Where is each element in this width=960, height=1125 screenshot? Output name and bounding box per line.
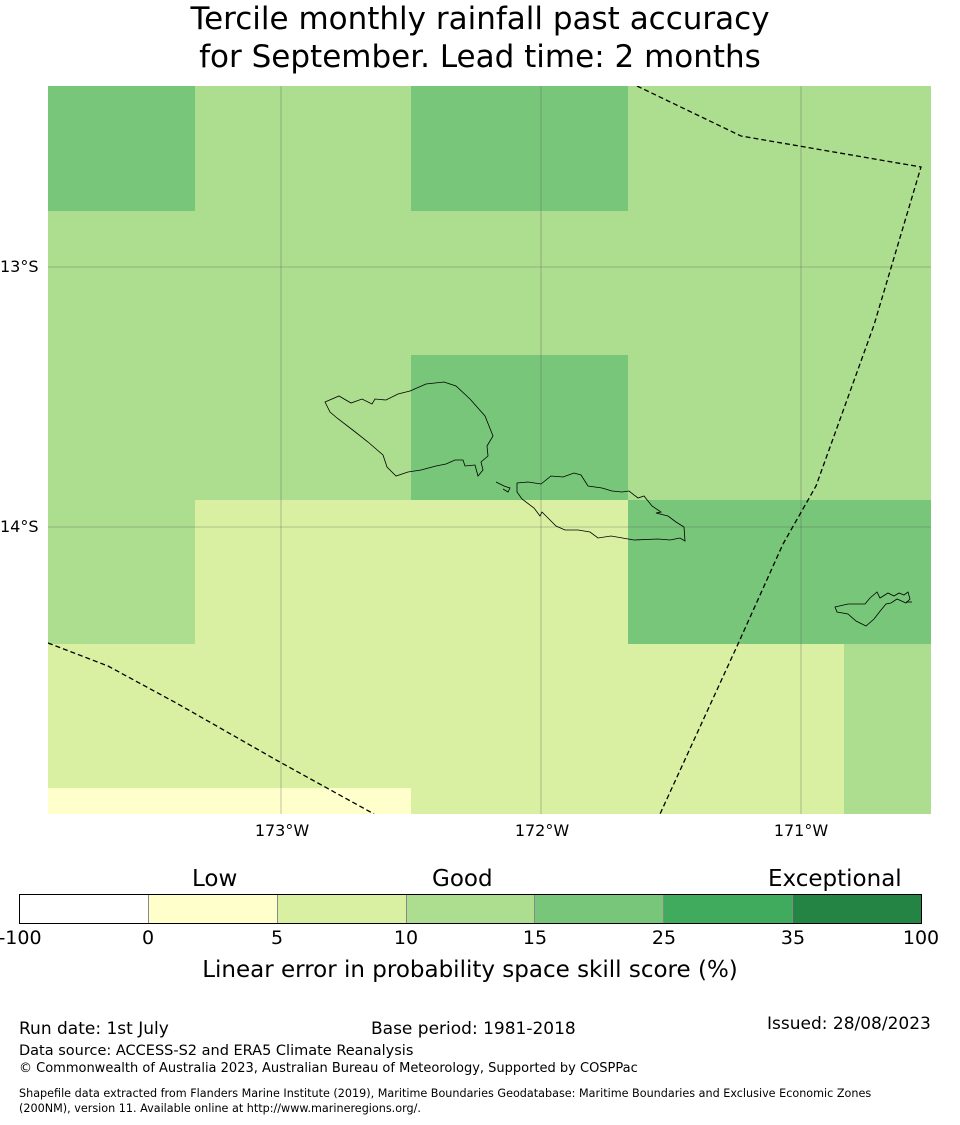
colorbar-segment <box>535 895 665 923</box>
colorbar <box>19 894 922 924</box>
colorbar-tick: 25 <box>651 927 677 949</box>
eez-boundary <box>48 642 375 814</box>
lat-label-13s: 13°S <box>0 257 39 276</box>
colorbar-tick: 0 <box>141 927 155 949</box>
category-exceptional: Exceptional <box>768 866 902 892</box>
grid-cell <box>628 500 931 644</box>
map-title: Tercile monthly rainfall past accuracy f… <box>0 0 960 76</box>
skill-map-canvas <box>48 86 931 814</box>
eez-boundary <box>636 86 922 814</box>
grid-cell <box>48 788 411 814</box>
lat-label-14s: 14°S <box>0 517 39 536</box>
colorbar-tick: 100 <box>902 927 940 949</box>
lon-label-172w: 172°W <box>514 821 570 840</box>
category-low: Low <box>192 866 238 892</box>
title-line-2: for September. Lead time: 2 months <box>199 39 761 75</box>
issued-date: Issued: 28/08/2023 <box>767 1014 931 1034</box>
savaii-island <box>324 381 494 477</box>
colorbar-tick: 10 <box>393 927 419 949</box>
colorbar-segment <box>664 895 794 923</box>
shapefile-credit-line-1: Shapefile data extracted from Flanders M… <box>19 1087 872 1100</box>
shapefile-credit-line-2: (200NM), version 11. Available online at… <box>19 1102 421 1115</box>
colorbar-segment <box>148 895 278 923</box>
lon-label-171w: 171°W <box>773 821 829 840</box>
grid-cell <box>48 86 195 211</box>
colorbar-segment <box>793 895 922 923</box>
skill-map <box>48 86 931 814</box>
colorbar-tick: 35 <box>780 927 806 949</box>
grid-cell <box>411 86 628 211</box>
grid-cell <box>48 644 844 814</box>
colorbar-label: Linear error in probability space skill … <box>202 957 738 983</box>
colorbar-tick: 5 <box>270 927 284 949</box>
base-period: Base period: 1981-2018 <box>371 1019 576 1039</box>
manono-islet <box>495 481 511 493</box>
data-source: Data source: ACCESS-S2 and ERA5 Climate … <box>19 1043 414 1059</box>
colorbar-tick: -100 <box>0 927 42 949</box>
title-line-1: Tercile monthly rainfall past accuracy <box>190 1 770 37</box>
run-date: Run date: 1st July <box>19 1019 169 1039</box>
category-good: Good <box>432 866 493 892</box>
copyright-notice: © Commonwealth of Australia 2023, Austra… <box>19 1061 638 1076</box>
lon-label-173w: 173°W <box>254 821 310 840</box>
tutuila-island <box>834 591 911 627</box>
colorbar-segment <box>406 895 536 923</box>
colorbar-segment <box>20 895 149 923</box>
colorbar-segment <box>277 895 407 923</box>
grid-cell <box>195 500 628 644</box>
upolu-island <box>516 472 686 542</box>
colorbar-tick: 15 <box>522 927 548 949</box>
grid-cell <box>411 355 628 500</box>
